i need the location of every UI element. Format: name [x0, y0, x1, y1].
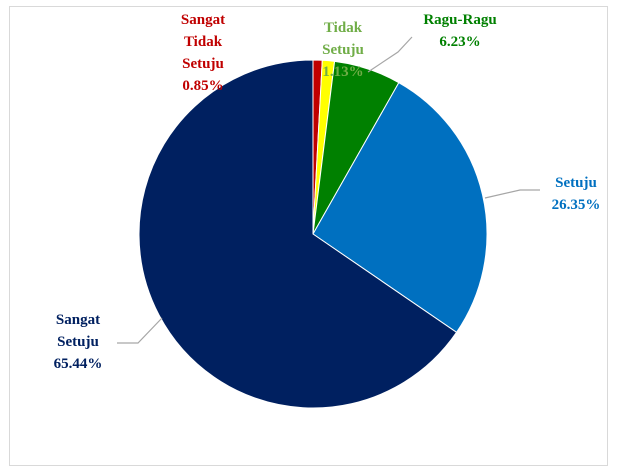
data-label-category: Setuju — [57, 334, 99, 350]
data-label-sangat-tidak-setuju: Sangat Tidak Setuju 0.85% — [181, 12, 225, 94]
data-label-value: 0.85% — [182, 78, 223, 94]
data-label-category: Setuju — [182, 56, 224, 72]
leader-line-setuju — [484, 189, 540, 199]
leader-lines — [117, 36, 540, 344]
data-label-value: 26.35% — [552, 197, 601, 213]
data-label-category: Sangat — [181, 12, 225, 28]
pie-slices — [138, 59, 488, 409]
data-label-category: Tidak — [324, 20, 363, 36]
data-label-category: Setuju — [555, 175, 597, 191]
data-label-category: Setuju — [322, 42, 364, 58]
data-labels: Sangat Tidak Setuju 0.85% Tidak Setuju 1.13% Ra… — [54, 12, 601, 372]
pie-chart: Sangat Tidak Setuju 0.85% Tidak Setuju 1.13% Ra… — [54, 12, 601, 409]
data-label-setuju: Setuju 26.35% — [552, 175, 601, 213]
pie-slice-setuju — [312, 81, 488, 334]
data-label-sangat-setuju: Sangat Setuju 65.44% — [54, 312, 103, 372]
chart-area: Sangat Tidak Setuju 0.85% Tidak Setuju 1.13% Ra… — [9, 6, 608, 466]
leader-line-sangat-setuju — [117, 317, 163, 344]
data-label-category: Tidak — [184, 34, 223, 50]
data-label-value: 65.44% — [54, 356, 103, 372]
pie-slice-sangat-setuju — [138, 59, 458, 409]
data-label-category: Ragu-Ragu — [423, 12, 496, 28]
data-label-value: 1.13% — [322, 64, 363, 80]
data-label-value: 6.23% — [439, 34, 480, 50]
leader-line-ragu-ragu — [367, 36, 413, 73]
data-label-ragu-ragu: Ragu-Ragu 6.23% — [423, 12, 496, 50]
data-label-tidak-setuju: Tidak Setuju 1.13% — [322, 20, 364, 80]
data-label-category: Sangat — [56, 312, 100, 328]
